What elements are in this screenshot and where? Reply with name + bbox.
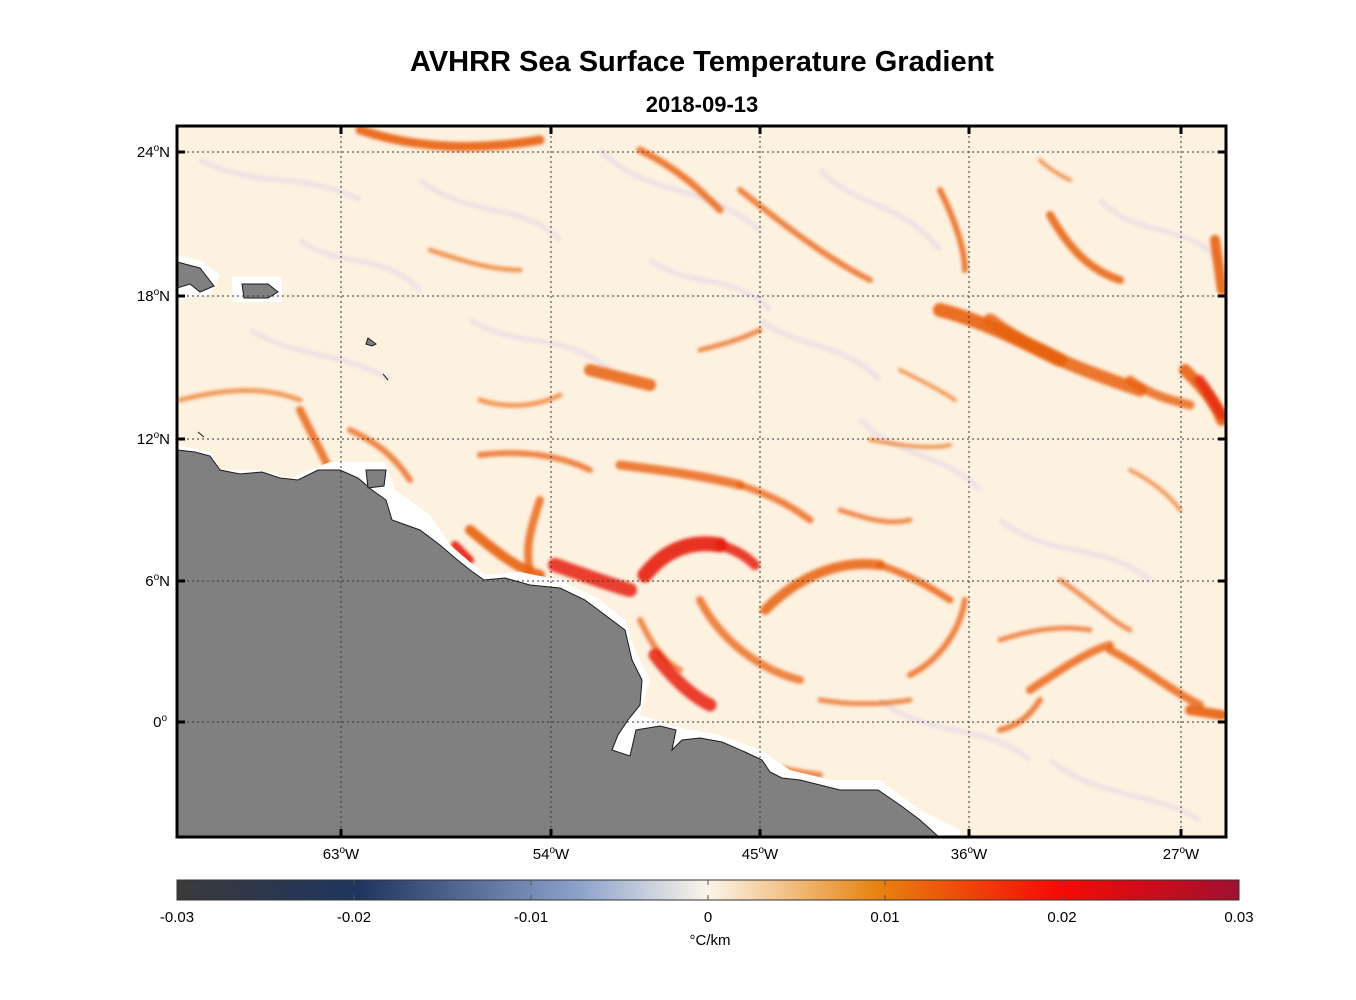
- colorbar-units-label: °C/km: [689, 932, 731, 949]
- map-frame-ticks: [177, 126, 1226, 837]
- strong-sst-fronts: [451, 375, 1226, 712]
- colorbar-tick-label: 0: [703, 909, 713, 926]
- colorbar-tick-label: 0.01: [870, 909, 900, 926]
- island-hispaniola: [177, 261, 215, 293]
- colorbar-tick-label: -0.01: [513, 909, 549, 926]
- lon-label-63w: 63oW: [322, 845, 360, 863]
- colorbar-tick-label: -0.02: [336, 909, 372, 926]
- lon-label-36w: 36oW: [950, 845, 988, 863]
- island-guadeloupe: [365, 337, 377, 347]
- colorbar-tick-label: 0.03: [1224, 909, 1254, 926]
- map-graticule: [177, 126, 1226, 837]
- map-date-subtitle: 2018-09-13: [645, 92, 759, 117]
- lat-label-24n: 24oN: [136, 143, 170, 161]
- land-masses: [177, 261, 940, 837]
- island-barbados: [382, 373, 389, 381]
- lon-label-45w: 45oW: [741, 845, 779, 863]
- south-america-land: [177, 449, 940, 837]
- island-trinidad: [365, 469, 387, 489]
- island-grenada: [197, 431, 205, 438]
- colorbar-tick-label: -0.03: [159, 909, 195, 926]
- weak-gradient-texture: [198, 148, 1222, 823]
- lat-label-12n: 12oN: [136, 430, 170, 448]
- colorbar-ticks: [353, 880, 1063, 900]
- lat-label-6n: 6oN: [145, 572, 170, 590]
- lat-label-18n: 18oN: [136, 287, 170, 305]
- colorbar-tick-label: 0.02: [1047, 909, 1077, 926]
- lat-label-0: 0o: [153, 713, 167, 731]
- map-frame: [175, 124, 1228, 839]
- lon-label-54w: 54oW: [532, 845, 570, 863]
- map-title: AVHRR Sea Surface Temperature Gradient: [410, 46, 994, 78]
- lon-label-27w: 27oW: [1162, 845, 1200, 863]
